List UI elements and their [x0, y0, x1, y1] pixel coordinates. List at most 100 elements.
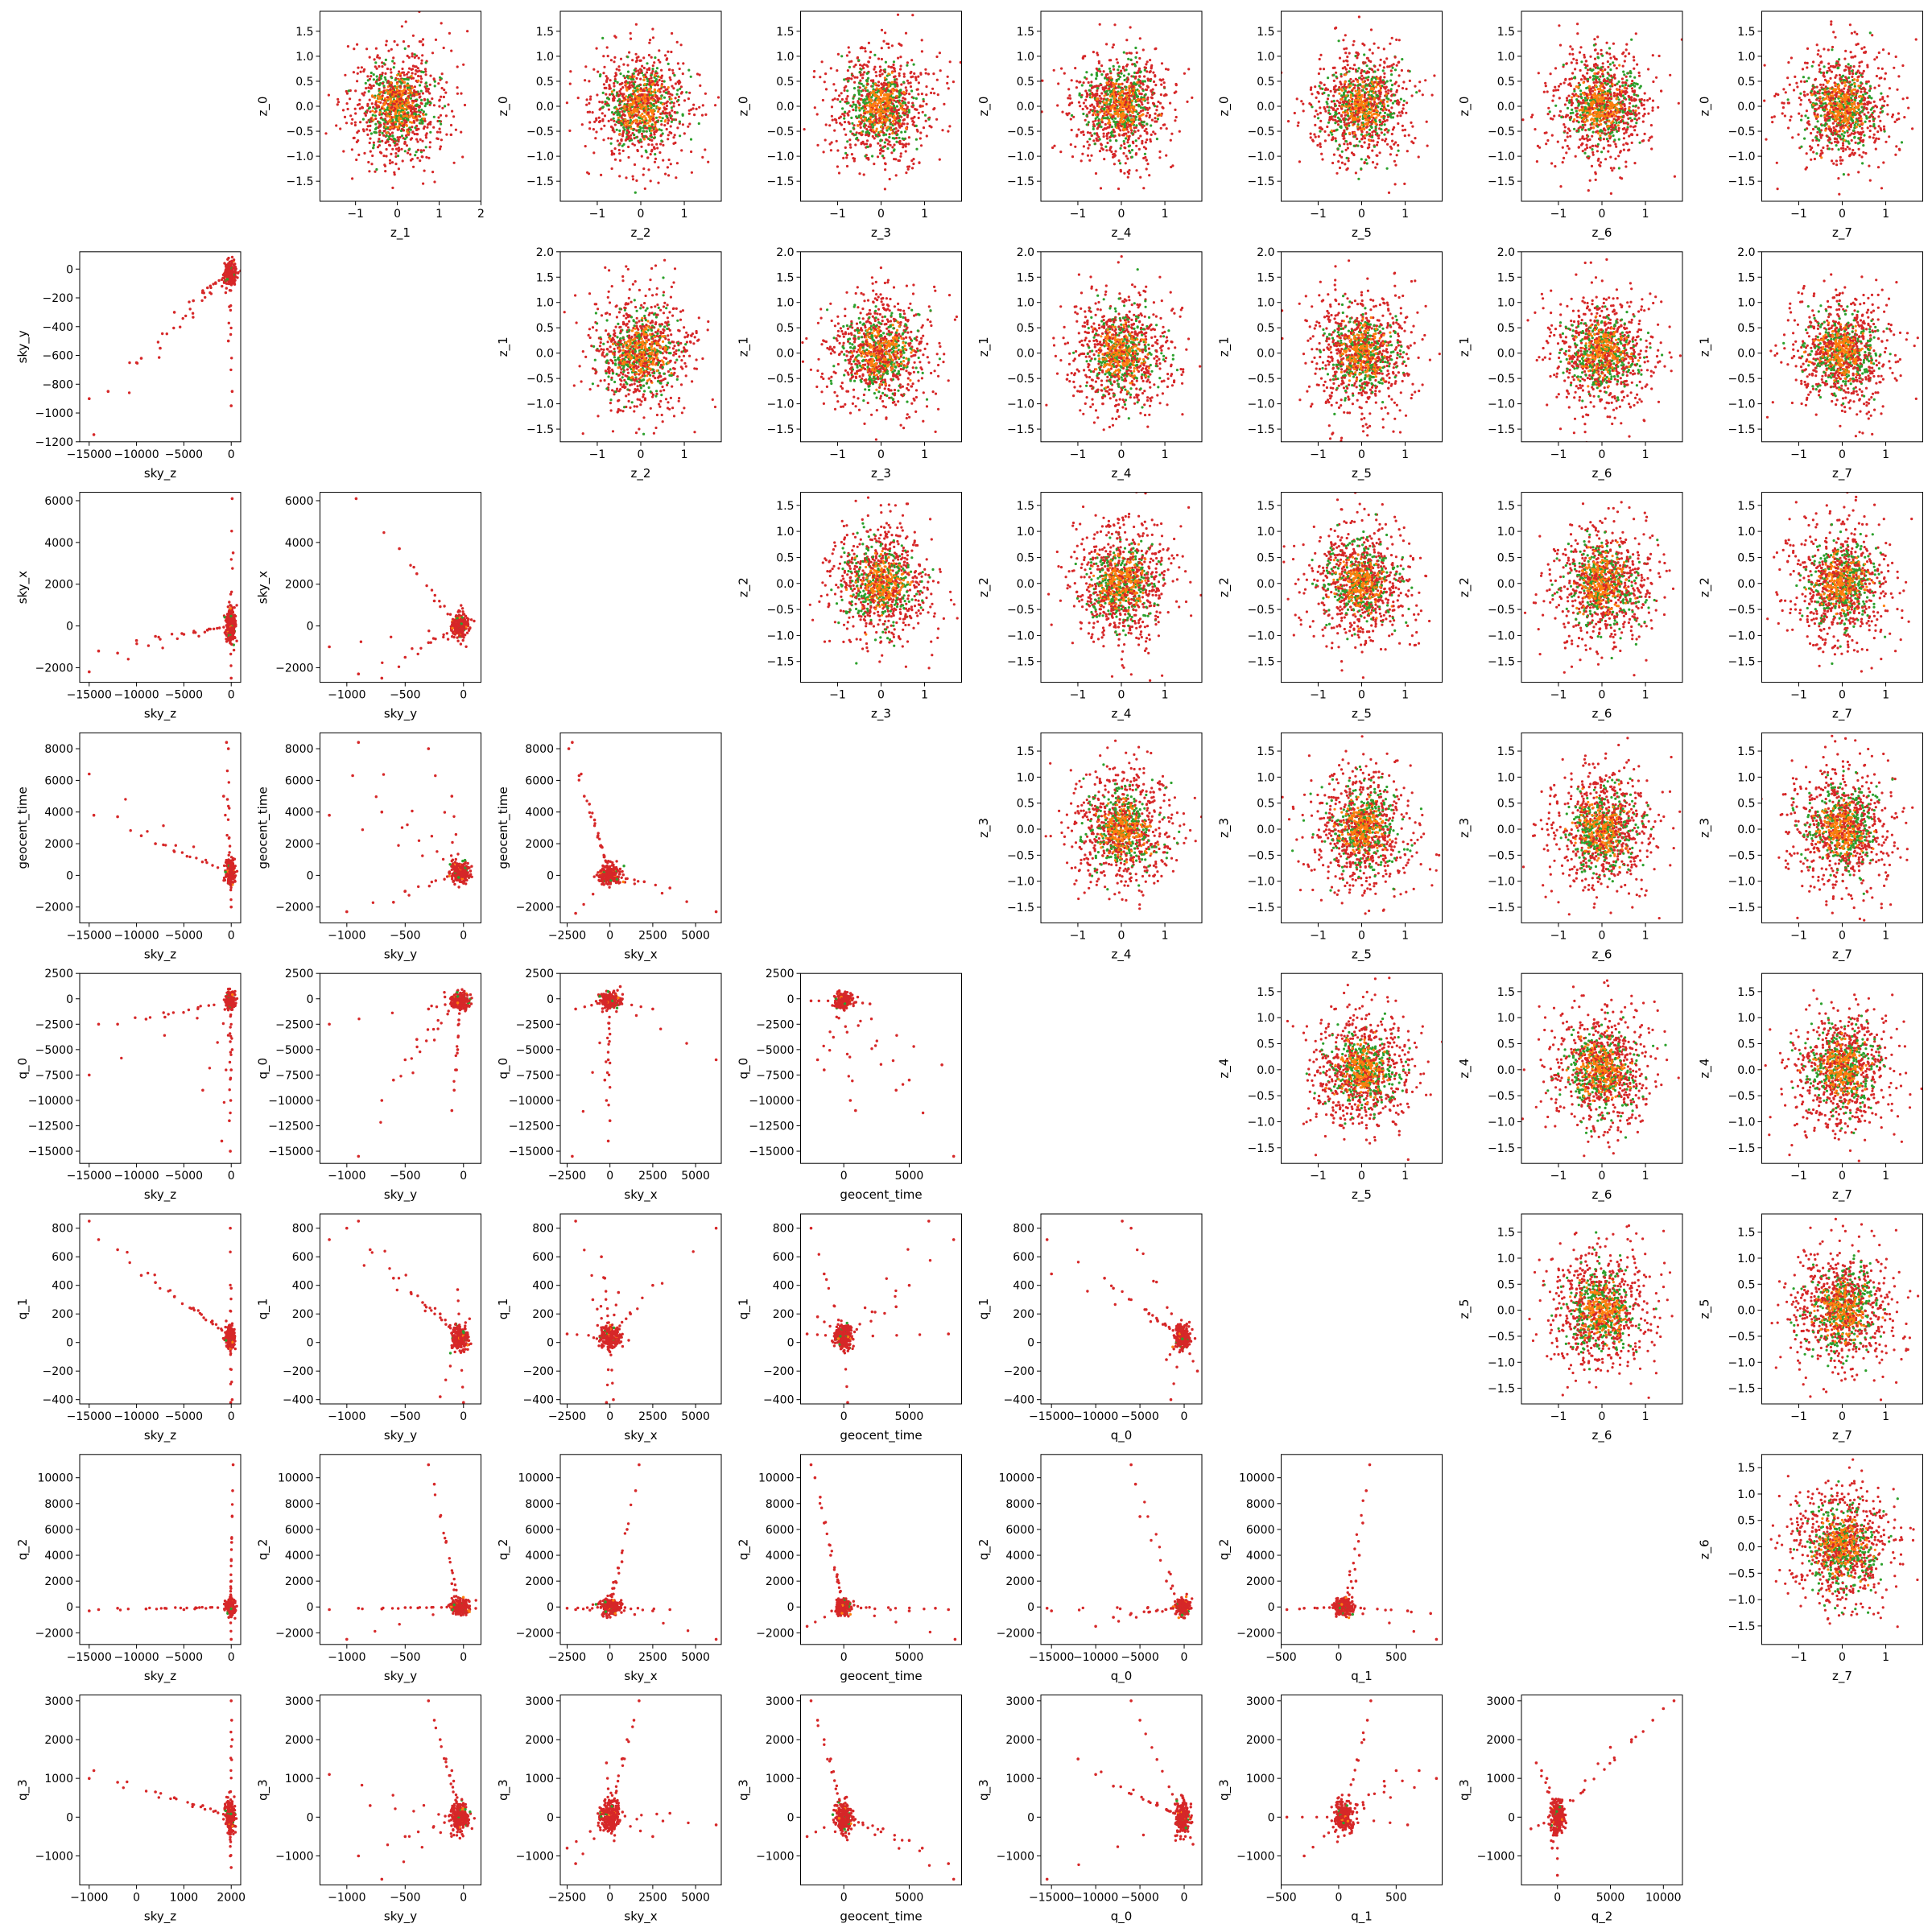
- data-point: [346, 107, 349, 111]
- data-point: [664, 111, 667, 114]
- data-point: [642, 114, 646, 118]
- data-point: [630, 122, 634, 125]
- data-point: [1402, 103, 1406, 107]
- data-point: [906, 105, 909, 109]
- data-point: [1145, 114, 1148, 118]
- data-point: [372, 118, 375, 122]
- data-point: [1070, 79, 1073, 82]
- data-point: [1093, 125, 1096, 128]
- data-point: [878, 74, 881, 78]
- data-point: [1069, 118, 1072, 121]
- data-point: [1152, 80, 1156, 84]
- data-point: [658, 49, 661, 52]
- data-point: [1132, 75, 1135, 78]
- data-point: [409, 109, 413, 113]
- data-point: [1332, 79, 1335, 82]
- data-point: [652, 115, 655, 118]
- data-point: [415, 93, 419, 97]
- data-point: [449, 133, 452, 136]
- data-point: [1128, 144, 1132, 147]
- data-point: [631, 93, 634, 96]
- data-point: [603, 65, 606, 68]
- y-axis-label: z_0: [976, 97, 992, 117]
- data-point: [596, 2, 598, 4]
- data-point: [866, 145, 869, 149]
- data-point: [1106, 78, 1109, 81]
- data-point: [641, 116, 644, 119]
- data-point: [576, 97, 580, 100]
- data-point: [1088, 131, 1092, 134]
- data-point: [1126, 141, 1129, 144]
- data-point: [378, 125, 381, 128]
- data-point: [1059, 151, 1063, 154]
- data-point: [391, 186, 394, 189]
- data-point: [1095, 72, 1098, 75]
- data-point: [1309, 136, 1312, 139]
- data-point: [649, 105, 652, 108]
- data-point: [920, 93, 923, 96]
- data-point: [640, 69, 643, 73]
- data-point: [865, 128, 869, 131]
- data-point: [714, 104, 717, 107]
- data-point: [612, 97, 615, 101]
- data-point: [351, 177, 354, 180]
- data-point: [420, 59, 423, 62]
- data-point: [1105, 105, 1108, 109]
- data-point: [1402, 99, 1406, 102]
- data-point: [568, 82, 572, 85]
- data-point: [395, 105, 398, 108]
- data-point: [1125, 52, 1129, 55]
- data-point: [865, 156, 869, 160]
- data-point: [423, 68, 427, 71]
- data-point: [398, 74, 402, 77]
- data-point: [624, 118, 627, 122]
- data-point: [639, 126, 642, 130]
- data-point: [1107, 106, 1110, 110]
- data-point: [613, 85, 616, 88]
- data-point: [1319, 106, 1322, 109]
- data-point: [1343, 121, 1346, 124]
- data-point: [1377, 68, 1380, 72]
- data-point: [1126, 157, 1129, 160]
- data-point: [852, 97, 855, 100]
- data-point: [1041, 79, 1044, 82]
- data-point: [687, 97, 691, 101]
- data-point: [884, 60, 887, 64]
- data-point: [665, 58, 668, 61]
- data-point: [1337, 160, 1340, 163]
- data-point: [625, 126, 628, 129]
- y-tick-label: 0.5: [776, 76, 794, 89]
- data-point: [424, 73, 427, 76]
- data-point: [872, 88, 875, 91]
- data-point: [1365, 130, 1368, 134]
- data-point: [1131, 63, 1134, 66]
- data-point: [914, 124, 918, 127]
- data-point: [369, 117, 373, 120]
- data-point: [645, 130, 648, 133]
- data-point: [1122, 128, 1125, 131]
- data-point: [887, 85, 890, 89]
- data-point: [848, 143, 852, 147]
- data-point: [904, 150, 907, 153]
- data-point: [1063, 72, 1066, 75]
- data-point: [440, 122, 443, 126]
- data-point: [625, 95, 628, 98]
- data-point: [595, 47, 598, 50]
- data-point: [1100, 64, 1104, 68]
- data-point: [1133, 81, 1136, 85]
- data-point: [857, 116, 861, 119]
- data-point: [1108, 67, 1112, 70]
- data-point: [613, 152, 616, 155]
- data-point: [1131, 118, 1135, 122]
- data-point: [431, 97, 434, 101]
- data-point: [676, 89, 679, 92]
- data-point: [648, 124, 651, 127]
- data-point: [874, 71, 877, 74]
- data-point: [650, 83, 654, 86]
- data-point: [672, 101, 675, 105]
- data-point: [1034, 163, 1037, 166]
- data-point: [411, 130, 415, 134]
- data-point: [884, 168, 887, 171]
- data-point: [893, 117, 896, 120]
- data-point: [689, 75, 692, 78]
